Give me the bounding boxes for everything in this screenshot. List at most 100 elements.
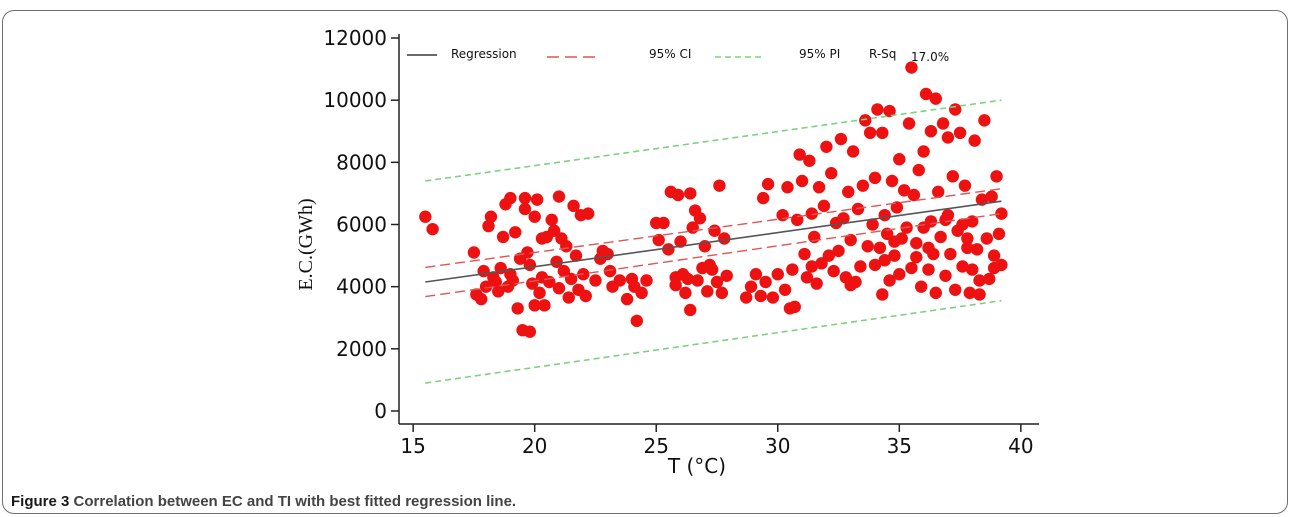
data-point: [518, 191, 532, 205]
data-point: [754, 289, 767, 303]
data-point: [919, 87, 933, 101]
data-point: [759, 275, 772, 289]
legend-regression-label: Regression: [451, 47, 517, 61]
data-point: [630, 314, 643, 328]
data-point: [968, 134, 981, 147]
data-point: [825, 167, 838, 180]
data-point: [426, 222, 439, 236]
data-point: [905, 261, 918, 275]
data-point: [844, 233, 857, 247]
figure-frame: 0 2000 4000 6000 8000 10000 12000 15 20 25 30 35 40 T…: [2, 10, 1288, 514]
data-point: [822, 249, 836, 262]
data-point: [606, 280, 619, 293]
legend-rsq-value: 17.0%: [911, 50, 949, 64]
data-point: [888, 235, 901, 248]
data-point: [776, 208, 789, 222]
data-point: [496, 230, 510, 244]
data-point: [893, 153, 906, 166]
regression-line: [425, 200, 1002, 283]
x-axis-title: T (°C): [667, 454, 726, 478]
data-point: [878, 208, 891, 222]
data-point: [679, 286, 692, 300]
figure-caption: Figure 3 Correlation between EC and TI w…: [11, 493, 516, 510]
data-point: [533, 286, 546, 300]
data-point: [710, 275, 724, 289]
ci-lower-line: [425, 212, 1002, 298]
data-point: [897, 184, 911, 197]
data-point: [941, 131, 955, 144]
x-tick-label: 20: [522, 434, 547, 458]
data-point: [876, 126, 889, 140]
data-point: [718, 232, 731, 245]
data-point: [557, 264, 571, 278]
data-point: [980, 232, 994, 245]
caption-text: Correlation between EC and TI with best …: [73, 493, 517, 510]
data-point: [739, 291, 753, 304]
data-point: [795, 174, 809, 188]
data-point: [859, 114, 872, 127]
data-point: [793, 148, 806, 161]
data-point: [552, 190, 566, 203]
data-point: [815, 257, 828, 270]
data-point: [880, 227, 894, 241]
data-point: [538, 299, 551, 312]
data-point: [713, 179, 726, 192]
data-point: [817, 199, 831, 213]
pi-upper-line: [425, 99, 1002, 182]
data-point: [528, 299, 541, 312]
data-point: [581, 207, 595, 220]
data-point: [973, 274, 986, 287]
y-tick-label: 12000: [323, 26, 387, 50]
data-point: [749, 268, 763, 281]
data-point: [479, 280, 493, 293]
data-point: [871, 103, 884, 116]
data-point: [812, 181, 826, 194]
data-point: [693, 212, 707, 225]
data-point: [528, 210, 541, 223]
data-point: [803, 154, 816, 167]
data-point: [956, 260, 969, 273]
data-point: [805, 260, 818, 273]
data-point: [535, 232, 549, 245]
data-point: [876, 288, 889, 301]
data-point: [854, 260, 867, 273]
data-point: [684, 303, 697, 317]
data-point: [837, 212, 850, 225]
data-point: [530, 193, 544, 206]
data-point: [691, 274, 704, 287]
data-point: [482, 219, 495, 233]
data-point: [589, 274, 602, 287]
data-point: [684, 187, 697, 200]
data-point: [545, 213, 558, 227]
data-point: [946, 170, 959, 183]
data-point: [907, 188, 921, 202]
data-point: [475, 292, 488, 306]
y-tick-label: 2000: [336, 337, 387, 361]
data-point: [905, 61, 918, 74]
data-point: [484, 210, 498, 223]
data-point: [504, 191, 517, 205]
data-point: [873, 241, 887, 255]
data-point: [934, 230, 947, 244]
data-point: [547, 224, 561, 237]
data-point: [640, 274, 653, 287]
data-point: [949, 103, 962, 116]
data-point: [885, 174, 899, 188]
data-point: [662, 243, 675, 256]
data-point: [810, 277, 823, 290]
data-point: [657, 216, 670, 230]
data-point: [635, 286, 648, 300]
data-point: [949, 283, 962, 296]
data-point: [567, 199, 580, 213]
data-point: [961, 241, 974, 255]
legend-pi-label: 95% PI: [799, 47, 840, 61]
data-point: [893, 268, 906, 281]
data-point: [681, 272, 695, 286]
data-point: [715, 286, 729, 300]
data-point: [834, 132, 848, 146]
data-point: [569, 249, 583, 262]
x-tick-label: 40: [1008, 434, 1033, 458]
data-point: [744, 280, 758, 293]
data-point: [910, 236, 923, 250]
y-tick-label: 0: [374, 399, 387, 423]
